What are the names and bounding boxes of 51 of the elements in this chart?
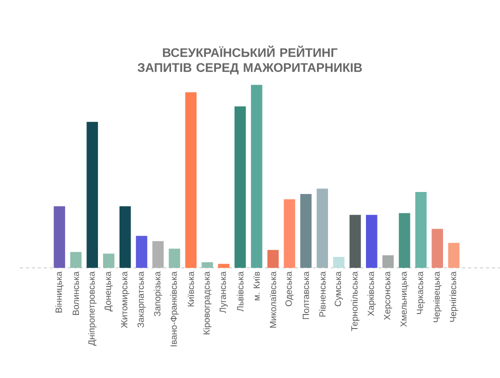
x-tick-label: Донецька	[104, 271, 113, 312]
x-tick-label: Одеська	[285, 271, 294, 306]
bar	[432, 228, 444, 268]
x-tick-label: Хмельницька	[400, 271, 408, 327]
bar	[136, 236, 148, 268]
bar	[250, 85, 262, 268]
bar	[70, 252, 82, 268]
bar	[398, 213, 410, 268]
x-tick-label: Кіровоградська	[203, 272, 212, 334]
bar	[366, 214, 378, 268]
x-tick-label: Львівська	[236, 272, 244, 312]
bar	[234, 106, 246, 268]
bar	[168, 248, 180, 268]
bar	[103, 254, 114, 268]
bar	[333, 256, 344, 268]
bar	[382, 255, 394, 268]
x-tick-label: Луганська	[220, 271, 228, 314]
bar	[415, 192, 427, 268]
x-tick-label: Херсонська	[384, 271, 392, 320]
bar	[284, 199, 296, 268]
x-tick-label: Івано-Франківська	[170, 272, 179, 346]
bar	[267, 250, 279, 268]
x-tick-label: Миколаївська	[270, 271, 276, 328]
x-tick-label: Рівненська	[319, 272, 326, 317]
x-tick-label: Закарпатська	[138, 271, 146, 328]
x-tick-label: м. Київ	[254, 272, 260, 300]
x-tick-label: Сумська	[334, 271, 343, 306]
bar	[316, 188, 328, 268]
x-tick-label: Черкаська	[416, 271, 425, 314]
x-tick-label: Запорізька	[154, 272, 162, 316]
x-tick-label: Полтавська	[302, 271, 310, 320]
x-tick-label: Чернівецька	[433, 271, 442, 322]
bar	[54, 206, 66, 268]
chart-title: ВСЕУКРАЇНСЬКИЙ РЕЙТИНГ ЗАПИТІВ СЕРЕД МАЖОРИТАРНИКІВ	[138, 46, 362, 74]
x-tick-label: Київська	[188, 271, 194, 306]
x-tick-label: Харківська	[367, 271, 376, 316]
x-tick-label: Тернопільська	[351, 271, 360, 332]
x-tick-label: Чернігівська	[450, 271, 458, 322]
bar	[185, 92, 197, 268]
bar	[218, 264, 230, 268]
x-tick-label: Волинська	[72, 271, 79, 315]
bar	[202, 262, 213, 268]
bar	[86, 122, 98, 268]
bar	[448, 242, 460, 268]
x-tick-label: Дніпропетровська	[88, 271, 96, 346]
x-tick-label: Житомирська	[121, 271, 130, 328]
x-tick-label: Вінницька	[55, 271, 64, 313]
bar	[350, 214, 361, 268]
bar	[119, 206, 131, 268]
bar	[300, 194, 312, 268]
bar	[152, 241, 164, 268]
